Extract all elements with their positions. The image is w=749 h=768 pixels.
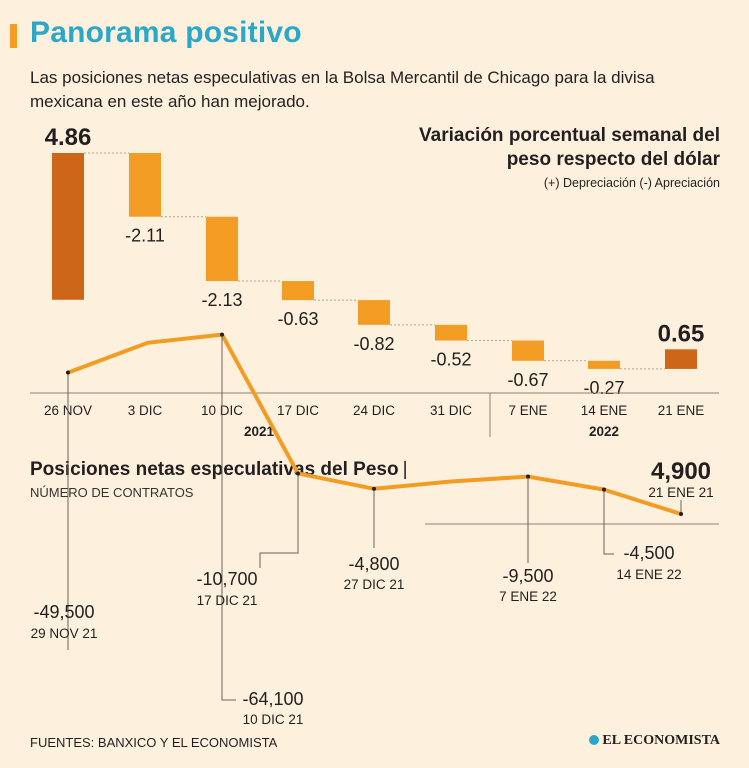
annotation-value: -49,500: [33, 602, 94, 622]
positions-title-separator: |: [402, 459, 408, 480]
waterfall-value-label: -0.63: [277, 309, 318, 329]
brand-name: EL ECONOMISTA: [602, 733, 720, 748]
annotation-date: 7 ENE 22: [499, 589, 557, 604]
waterfall-bar: [588, 360, 620, 369]
waterfall-bar: [512, 340, 544, 361]
waterfall-tick-label: 21 ENE: [658, 403, 705, 418]
weekly-chart-title: Variación porcentual semanal del peso re…: [419, 125, 720, 170]
year-group-label: 2022: [589, 424, 619, 439]
annotation-date: 29 NOV 21: [31, 626, 98, 641]
annotation-point: [372, 486, 376, 491]
brand-logo: EL ECONOMISTA: [589, 733, 720, 749]
annotation-point: [602, 487, 606, 492]
annotation-point: [296, 471, 300, 476]
annotation-value: -4,800: [348, 554, 399, 574]
annotation-value: -64,100: [242, 689, 303, 709]
waterfall-tick-label: 31 DIC: [430, 403, 472, 418]
waterfall-value-label: 4.86: [45, 124, 92, 151]
waterfall-value-label: -2.11: [125, 226, 165, 246]
waterfall-tick-label: 7 ENE: [508, 403, 547, 418]
waterfall-bar: [282, 281, 314, 301]
title-accent-bar: [10, 24, 17, 48]
waterfall-bar: [665, 349, 697, 369]
waterfall-bar: [129, 153, 161, 217]
annotation-point: [66, 370, 70, 375]
annotation-leader: [221, 334, 236, 701]
page-title: Panorama positivo: [30, 16, 302, 49]
annotation-value: -9,500: [502, 566, 553, 586]
waterfall-tick-label: 17 DIC: [277, 403, 319, 418]
waterfall-tick-label: 3 DIC: [128, 403, 163, 418]
waterfall-value-label: -0.27: [583, 378, 624, 398]
source-note: FUENTES: BANXICO Y EL ECONOMISTA: [30, 735, 278, 750]
annotation-leader: [259, 473, 299, 568]
waterfall-bar: [52, 153, 84, 300]
waterfall-value-label: -2.13: [201, 290, 242, 310]
waterfall-value-label: -0.52: [430, 350, 471, 370]
waterfall-tick-label: 14 ENE: [581, 403, 628, 418]
annotation-point: [679, 512, 683, 516]
waterfall-bar: [358, 300, 390, 325]
weekly-chart-note: (+) Depreciación (-) Apreciación: [543, 176, 720, 190]
annotation-date: 10 DIC 21: [243, 712, 304, 727]
waterfall-bar: [206, 216, 238, 282]
annotation-date: 21 ENE 21: [648, 485, 713, 500]
annotation-leader: [603, 489, 614, 555]
annotation-value: 4,900: [651, 458, 711, 485]
annotation-point: [220, 332, 224, 337]
annotation-value: -10,700: [196, 569, 257, 589]
brand-dot-icon: [589, 735, 600, 745]
waterfall-bar: [435, 324, 467, 341]
annotation-date: 17 DIC 21: [197, 593, 258, 608]
annotation-date: 27 DIC 21: [344, 577, 405, 592]
page-subtitle: Las posiciones netas especulativas en la…: [30, 68, 655, 111]
waterfall-value-label: 0.65: [658, 320, 705, 347]
year-group-label: 2021: [244, 424, 275, 439]
annotation-point: [526, 474, 530, 479]
annotation-value: -4,500: [623, 543, 674, 563]
positions-chart-ylabel: NÚMERO DE CONTRATOS: [30, 485, 194, 500]
annotation-date: 14 ENE 22: [616, 567, 681, 582]
waterfall-tick-label: 24 DIC: [353, 403, 395, 418]
waterfall-value-label: -0.82: [353, 334, 394, 354]
waterfall-value-label: -0.67: [507, 370, 548, 390]
